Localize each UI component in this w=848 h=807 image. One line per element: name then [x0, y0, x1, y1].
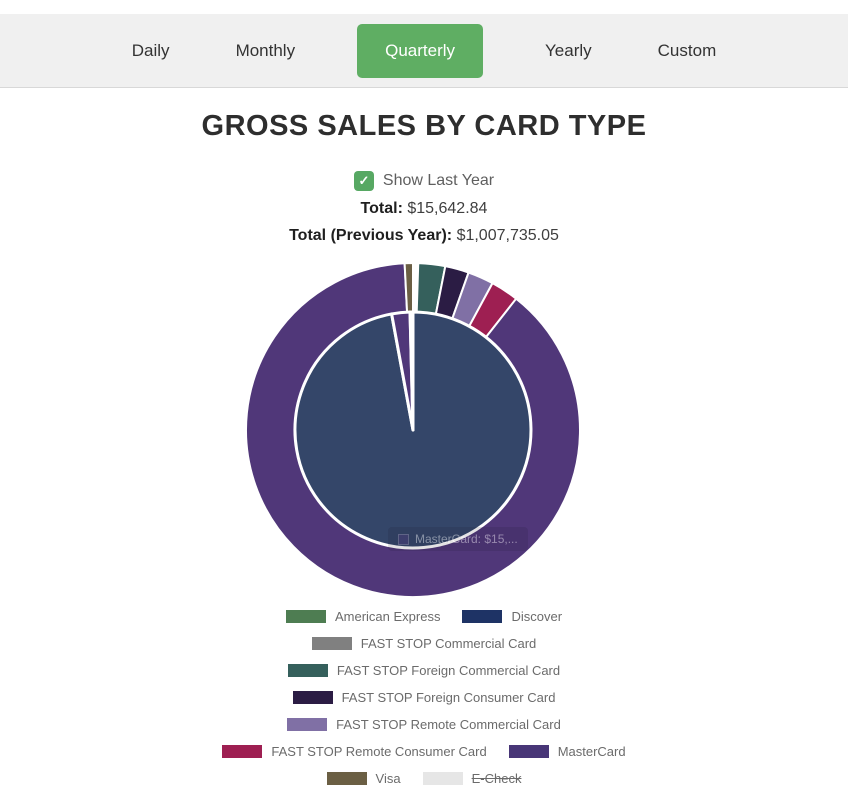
- gross-sales-pie-chart[interactable]: [0, 251, 848, 601]
- legend-item-mastercard[interactable]: MasterCard: [508, 744, 626, 759]
- legend-label: FAST STOP Remote Commercial Card: [336, 717, 561, 732]
- total-current: Total: $15,642.84: [0, 200, 848, 218]
- total-current-value: $15,642.84: [407, 200, 488, 217]
- total-previous-value: $1,007,735.05: [456, 227, 559, 244]
- legend-label: MasterCard: [557, 744, 626, 759]
- legend-label: FAST STOP Remote Consumer Card: [271, 744, 487, 759]
- legend-row: Visa E-Check: [326, 771, 522, 786]
- legend-label: FAST STOP Foreign Commercial Card: [336, 663, 561, 678]
- totals-block: Total: $15,642.84 Total (Previous Year):…: [0, 200, 848, 245]
- legend-swatch: [311, 637, 352, 650]
- pie-slice-inner-american-express[interactable]: [408, 310, 415, 432]
- page-title: GROSS SALES BY CARD TYPE: [201, 110, 647, 142]
- show-last-year-label: Show Last Year: [382, 172, 495, 189]
- legend-label: Discover: [511, 609, 563, 624]
- legend-swatch: [508, 745, 549, 758]
- legend-row: FAST STOP Foreign Consumer Card: [292, 690, 556, 705]
- tab-monthly[interactable]: Monthly: [232, 31, 300, 71]
- show-last-year-row: ✓ Show Last Year: [0, 171, 848, 191]
- tab-daily[interactable]: Daily: [128, 31, 174, 71]
- legend-row: American Express Discover: [285, 609, 562, 624]
- pie-chart-area: MasterCard: $15,...: [0, 251, 848, 601]
- legend-item-discover[interactable]: Discover: [462, 609, 562, 624]
- tab-quarterly[interactable]: Quarterly: [357, 23, 484, 78]
- legend-swatch: [287, 718, 328, 731]
- legend-item-fast-stop-foreign-commercial-card[interactable]: FAST STOP Foreign Commercial Card: [287, 663, 561, 678]
- legend-item-fast-stop-commercial-card[interactable]: FAST STOP Commercial Card: [311, 636, 537, 651]
- legend-row: FAST STOP Remote Consumer Card MasterCard: [222, 744, 626, 759]
- total-previous-label: Total (Previous Year):: [289, 227, 453, 244]
- legend-swatch: [285, 610, 326, 623]
- legend-item-fast-stop-remote-commercial-card[interactable]: FAST STOP Remote Commercial Card: [287, 717, 561, 732]
- chart-legend: American Express Discover FAST STOP Commer…: [0, 609, 848, 786]
- legend-item-fast-stop-remote-consumer-card[interactable]: FAST STOP Remote Consumer Card: [222, 744, 487, 759]
- total-previous: Total (Previous Year): $1,007,735.05: [0, 227, 848, 245]
- show-last-year-checkbox[interactable]: ✓: [353, 171, 374, 191]
- legend-swatch: [326, 772, 367, 785]
- tab-custom[interactable]: Custom: [654, 31, 721, 71]
- legend-swatch: [222, 745, 263, 758]
- legend-row: FAST STOP Commercial Card: [311, 636, 537, 651]
- legend-item-e-check[interactable]: E-Check: [422, 771, 522, 786]
- legend-item-american-express[interactable]: American Express: [285, 609, 441, 624]
- legend-label: American Express: [334, 609, 441, 624]
- legend-label: FAST STOP Commercial Card: [360, 636, 537, 651]
- legend-swatch: [292, 691, 333, 704]
- legend-label: FAST STOP Foreign Consumer Card: [341, 690, 556, 705]
- total-current-label: Total:: [360, 200, 403, 217]
- legend-swatch: [462, 610, 503, 623]
- legend-swatch: [422, 772, 463, 785]
- legend-item-fast-stop-foreign-consumer-card[interactable]: FAST STOP Foreign Consumer Card: [292, 690, 556, 705]
- legend-swatch: [287, 664, 328, 677]
- legend-item-visa[interactable]: Visa: [326, 771, 401, 786]
- legend-row: FAST STOP Remote Commercial Card: [287, 717, 561, 732]
- checkmark-icon: ✓: [358, 173, 370, 188]
- legend-row: FAST STOP Foreign Commercial Card: [287, 663, 561, 678]
- period-tab-bar: Daily Monthly Quarterly Yearly Custom: [0, 14, 848, 88]
- legend-label: E-Check: [471, 771, 522, 786]
- tab-yearly[interactable]: Yearly: [541, 31, 596, 71]
- legend-label: Visa: [375, 771, 401, 786]
- top-whitespace: [0, 0, 848, 14]
